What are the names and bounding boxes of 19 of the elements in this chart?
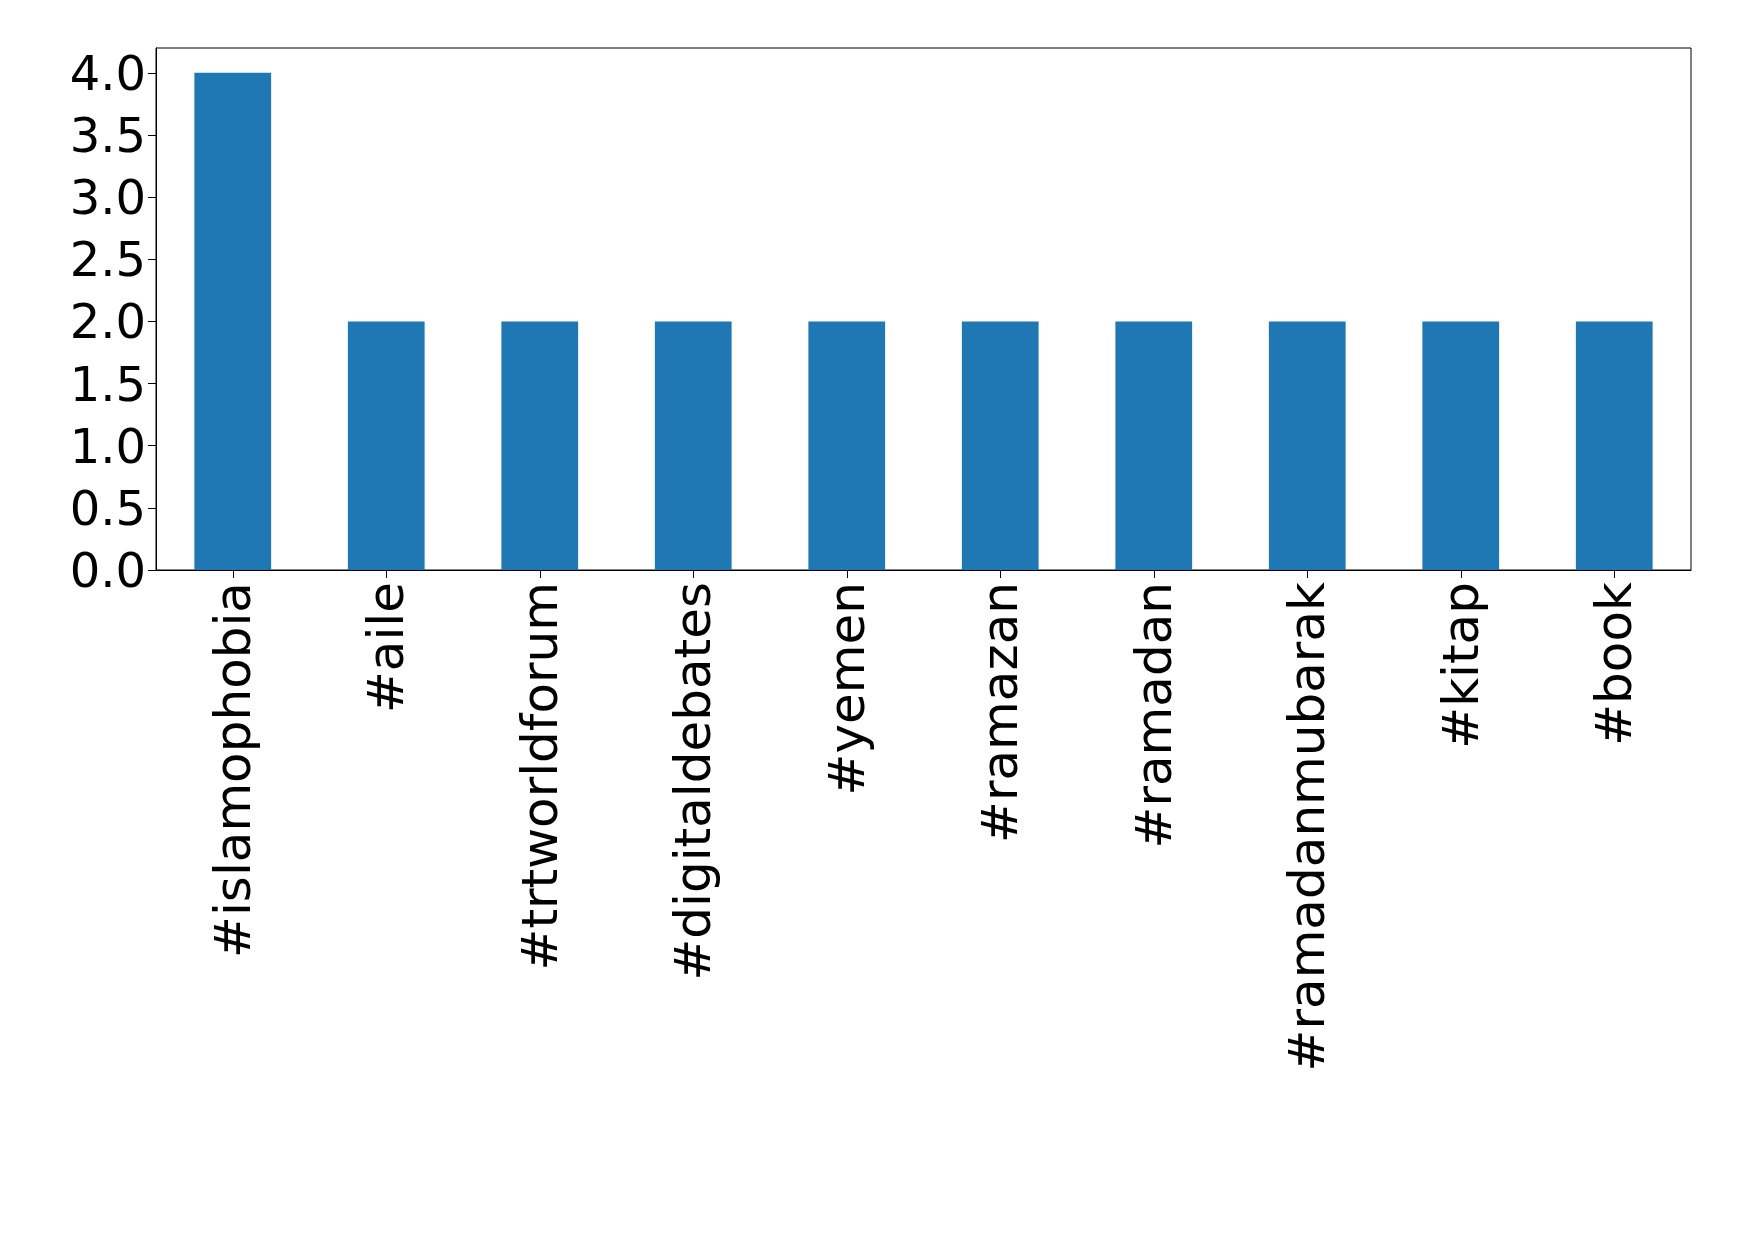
- x-tick-label: #ramazan: [971, 582, 1030, 844]
- x-tick-label: #ramadan: [1124, 582, 1183, 849]
- x-tick-label: #yemen: [817, 582, 876, 796]
- x-tick-label: #digitaldebates: [664, 582, 723, 981]
- y-tick-label: 3.0: [69, 169, 146, 226]
- x-tick-label: #kitap: [1431, 582, 1490, 749]
- x-tick-label: #ramadanmubarak: [1278, 581, 1337, 1072]
- y-tick-label: 2.5: [69, 231, 146, 288]
- y-tick-label: 0.0: [69, 542, 146, 598]
- y-tick-label: 2.0: [69, 293, 146, 350]
- y-tick-label: 4.0: [69, 44, 146, 101]
- y-tick-label: 0.5: [69, 479, 146, 536]
- y-tick-label: 1.5: [69, 355, 146, 412]
- x-tick-label: #book: [1585, 581, 1644, 746]
- y-tick-label: 3.5: [69, 107, 146, 163]
- x-tick-label: #trtworldforum: [510, 582, 569, 971]
- y-tick-label: 1.0: [69, 417, 146, 474]
- x-tick-label: #islamophobia: [203, 582, 262, 958]
- x-tick-label: #aile: [357, 582, 416, 714]
